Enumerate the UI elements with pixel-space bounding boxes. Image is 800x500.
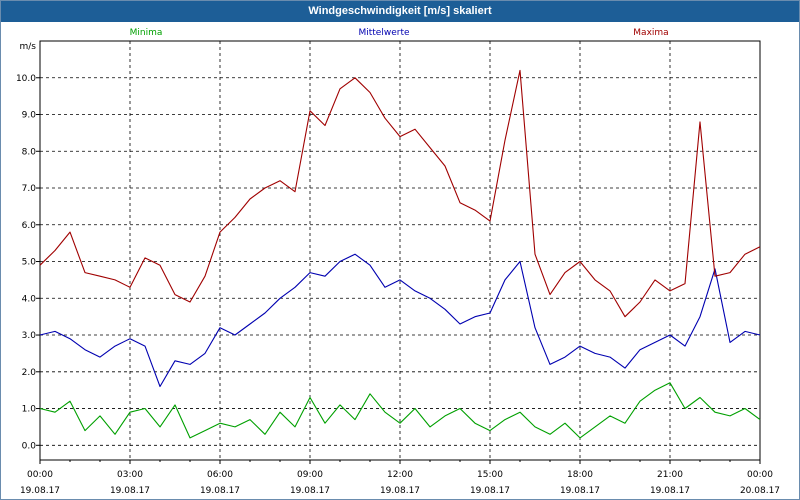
y-tick-label: 7.0 xyxy=(22,184,37,194)
x-tick-date: 19.08.17 xyxy=(200,486,240,496)
y-tick-label: 5.0 xyxy=(22,258,37,268)
y-tick-label: 4.0 xyxy=(22,294,37,304)
y-tick-label: 10.0 xyxy=(16,74,36,84)
x-axis: 00:00 19.08.17 03:00 19.08.17 06:00 19.08.17 0… xyxy=(20,460,780,496)
y-tick-label: 6.0 xyxy=(22,221,37,231)
x-tick-time: 12:00 xyxy=(387,470,413,480)
x-tick-time: 15:00 xyxy=(477,470,503,480)
y-axis-label: m/s xyxy=(20,42,37,52)
x-tick-date: 19.08.17 xyxy=(470,486,510,496)
x-tick-time: 21:00 xyxy=(657,470,683,480)
series-maxima-line xyxy=(39,69,761,318)
x-tick-date: 19.08.17 xyxy=(110,486,150,496)
legend-mittelwerte: Mittelwerte xyxy=(358,28,409,38)
x-tick-time: 00:00 xyxy=(747,470,773,480)
y-axis: 0.0 1.0 2.0 3.0 4.0 5.0 6.0 7.0 8.0 9.0 10.0 m/s xyxy=(16,42,40,451)
series-group xyxy=(39,69,761,439)
x-tick-date: 19.08.17 xyxy=(560,486,600,496)
grid xyxy=(40,41,760,460)
x-tick-date: 19.08.17 xyxy=(380,486,420,496)
y-tick-label: 8.0 xyxy=(22,147,37,157)
x-tick-date: 20.08.17 xyxy=(740,486,780,496)
x-tick-time: 09:00 xyxy=(297,470,323,480)
series-mittelwerte-line xyxy=(39,253,761,388)
wind-speed-chart: 0.0 1.0 2.0 3.0 4.0 5.0 6.0 7.0 8.0 9.0 10.0 m/s 00… xyxy=(16,28,780,496)
legend: Minima Mittelwerte Maxima xyxy=(130,28,669,38)
x-tick-time: 03:00 xyxy=(117,470,143,480)
x-tick-date: 19.08.17 xyxy=(290,486,330,496)
x-tick-date: 19.08.17 xyxy=(650,486,690,496)
x-tick-time: 18:00 xyxy=(567,470,593,480)
y-tick-label: 2.0 xyxy=(22,368,37,378)
y-tick-label: 1.0 xyxy=(22,405,37,415)
legend-minima: Minima xyxy=(130,28,163,38)
x-tick-date: 19.08.17 xyxy=(20,486,60,496)
y-tick-label: 9.0 xyxy=(22,111,37,121)
x-tick-time: 00:00 xyxy=(27,470,53,480)
series-minima-line xyxy=(39,382,761,439)
y-tick-label: 3.0 xyxy=(22,331,37,341)
chart-title: Windgeschwindigkeit [m/s] skaliert xyxy=(1,1,799,22)
y-tick-label: 0.0 xyxy=(22,441,37,451)
x-tick-time: 06:00 xyxy=(207,470,233,480)
legend-maxima: Maxima xyxy=(633,28,668,38)
